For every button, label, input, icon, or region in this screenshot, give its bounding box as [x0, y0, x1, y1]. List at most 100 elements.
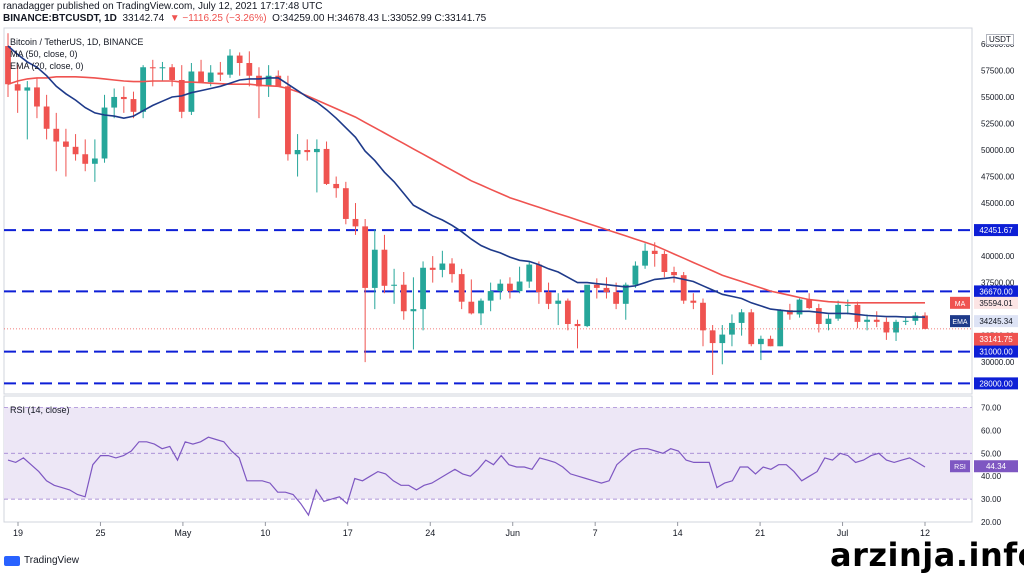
candle-body: [864, 319, 870, 322]
candle-body: [854, 304, 861, 322]
candle-body: [507, 283, 513, 292]
rsi-tag-bg: [950, 460, 970, 473]
candle-body: [844, 304, 851, 306]
ma-tag-bg: [950, 296, 970, 309]
candle-body: [101, 107, 108, 159]
candle-body: [893, 321, 899, 333]
ohlc-line: BINANCE:BTCUSDT, 1D 33142.74 ▼ −1116.25 …: [3, 13, 486, 24]
ma-price-label: 35594.01: [979, 299, 1013, 308]
candle-body: [323, 148, 330, 184]
price-tick-label: 52500.00: [981, 119, 1015, 128]
candle-body: [72, 146, 79, 155]
candle-body: [680, 275, 687, 301]
candle-body: [873, 319, 880, 322]
rsi-tick-label: 40.00: [981, 472, 1002, 481]
candle-body: [709, 330, 716, 344]
candle-body: [294, 150, 301, 155]
candle-body: [516, 281, 523, 292]
candle-body: [188, 71, 195, 112]
legend-rsi: RSI (14, close): [10, 405, 70, 415]
candle-body: [613, 292, 620, 304]
price-tick-label: 50000.00: [981, 146, 1015, 155]
watermark: arzinja.info: [830, 536, 1024, 574]
rsi-tick-label: 20.00: [981, 518, 1002, 527]
candle-body: [381, 249, 388, 286]
candle-body: [410, 309, 417, 312]
x-tick-label: 19: [13, 528, 23, 538]
candle-body: [111, 96, 118, 108]
x-tick-label: 17: [343, 528, 353, 538]
ema-price-label-bg: [974, 315, 1018, 328]
candle-body: [304, 150, 311, 153]
price-tick-label: 47500.00: [981, 173, 1015, 182]
x-tick-label: 14: [673, 528, 683, 538]
rsi-tick-label: 60.00: [981, 426, 1002, 435]
candle-body: [420, 267, 426, 310]
brand-text: TradingView: [24, 555, 80, 566]
candle-body: [700, 302, 706, 331]
price-now: 33142.74: [122, 13, 165, 24]
symbol-line: BINANCE:BTCUSDT, 1D: [3, 13, 117, 24]
footer-brand[interactable]: TradingView: [4, 555, 79, 566]
rsi-value-label: 44.34: [986, 462, 1007, 471]
candle-body: [922, 315, 928, 329]
candle-body: [748, 312, 755, 345]
candle-body: [246, 63, 253, 76]
ema20-line: [7, 45, 925, 318]
candle-body: [622, 284, 629, 304]
ema-price-label: 34245.34: [979, 317, 1013, 326]
rsi-value-bg: [974, 460, 1018, 473]
candle-body: [159, 67, 166, 69]
x-tick-label: 12: [920, 528, 930, 538]
candle-body: [564, 300, 571, 324]
candle-body: [729, 322, 735, 335]
rsi-tick-label: 50.00: [981, 449, 1002, 458]
candle-body: [593, 284, 600, 288]
ma-price-label-bg: [974, 296, 1018, 309]
candle-body: [690, 300, 697, 303]
candle-body: [835, 304, 842, 319]
candle-body: [34, 87, 40, 107]
candle-body: [651, 250, 658, 254]
x-tick-label: 21: [755, 528, 765, 538]
legend-ema: EMA (20, close, 0): [10, 61, 84, 71]
level-label-36670-bg: [974, 285, 1018, 298]
candle-body: [169, 67, 175, 80]
rsi-tag: RSI: [954, 464, 966, 471]
candle-body: [777, 310, 784, 347]
price-pane: [3, 27, 973, 395]
candle-body: [130, 99, 137, 112]
candle-body: [43, 106, 50, 129]
ohlc-values: O:34259.00 H:34678.43 L:33052.99 C:33141…: [272, 13, 487, 24]
candle-body: [478, 300, 484, 314]
candle-body: [14, 84, 21, 91]
candle-body: [449, 263, 455, 275]
candle-body: [912, 315, 919, 321]
candle-body: [902, 320, 909, 322]
x-tick-label: 24: [425, 528, 435, 538]
last-price-label: 33141.75: [979, 335, 1013, 344]
price-tick-label: 37500.00: [981, 279, 1015, 288]
candle-body: [265, 75, 272, 87]
candle-body: [82, 154, 89, 164]
tradingview-logo-icon: [4, 555, 20, 566]
candle-body: [526, 264, 533, 282]
publisher-line: ranadagger published on TradingView.com,…: [3, 1, 323, 12]
level-label-28000: 28000.00: [979, 379, 1013, 388]
candle-body: [63, 141, 69, 147]
currency-label[interactable]: USDT: [986, 34, 1014, 45]
x-tick-label: 25: [95, 528, 105, 538]
candle-body: [825, 318, 832, 324]
candle-body: [632, 265, 639, 285]
candle-body: [468, 301, 475, 314]
price-tick-label: 45000.00: [981, 199, 1015, 208]
chart-legend-symbol: Bitcoin / TetherUS, 1D, BINANCE: [10, 37, 144, 47]
candle-body: [738, 312, 745, 323]
candle-body: [806, 299, 813, 309]
rsi-tick-label: 30.00: [981, 495, 1002, 504]
candle-body: [796, 299, 803, 315]
x-tick-label: 7: [593, 528, 598, 538]
candle-body: [584, 284, 591, 327]
candle-body: [786, 310, 793, 315]
